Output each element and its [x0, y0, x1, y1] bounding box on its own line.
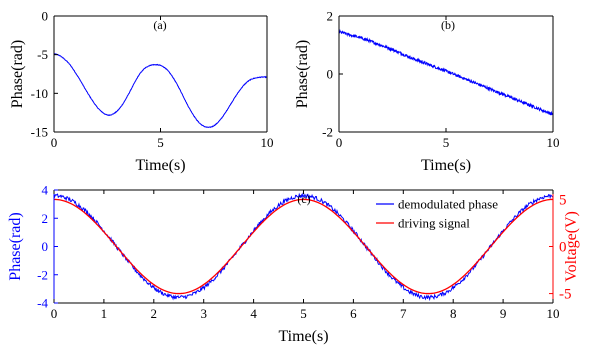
series-line-b-0: [339, 28, 553, 116]
legend-label: driving signal: [398, 216, 470, 231]
y-tick-label: -5: [37, 47, 48, 62]
panel-a: 0 5 10 0 -5 -10 -15 (a) Time(s) Phase(rad): [9, 9, 274, 175]
panel-label: (a): [153, 18, 166, 32]
x-tick-label: 0: [51, 135, 58, 150]
series-line-driving-signal: [54, 198, 553, 295]
right-y-tick-label: 0: [559, 240, 567, 256]
y-tick-label: -2: [37, 267, 48, 282]
x-tick-label: 2: [151, 306, 158, 321]
x-tick-label: 10: [547, 306, 560, 321]
y-tick-label: 0: [327, 67, 334, 82]
y-tick-label: -4: [37, 296, 48, 311]
x-tick-label: 5: [443, 135, 450, 150]
legend: demodulated phase driving signal: [376, 197, 498, 231]
right-y-axis-label: Voltage(V): [563, 211, 580, 282]
y-tick-label: 0: [42, 239, 49, 254]
x-tick-label: 9: [500, 306, 507, 321]
panel-label: (b): [441, 18, 455, 32]
x-tick-label: 0: [51, 306, 58, 321]
y-tick-label: 2: [42, 211, 49, 226]
y-axis-label: Phase(rad): [294, 40, 311, 108]
panel-c: 0 1 2 3 4 5 6 7 8 9 10 4 2 0 -2 -4 5 0 -5 (c) Time(s) Phase(r…: [7, 183, 580, 346]
x-axis-label: Time(s): [278, 328, 328, 345]
series-line-demodulated-phase: [54, 192, 553, 302]
x-tick-label: 5: [157, 135, 164, 150]
y-tick-label: -10: [31, 86, 48, 101]
x-tick-label: 8: [450, 306, 457, 321]
panel-label: (c): [297, 192, 310, 206]
y-tick-label: 2: [327, 9, 334, 24]
y-axis-label: Phase(rad): [7, 212, 24, 280]
y-axis-label: Phase(rad): [9, 40, 26, 108]
x-tick-label: 1: [101, 306, 108, 321]
y-tick-label: -15: [31, 125, 48, 140]
x-tick-label: 5: [300, 306, 307, 321]
x-tick-label: 0: [336, 135, 343, 150]
x-tick-label: 3: [200, 306, 207, 321]
x-tick-label: 10: [547, 135, 560, 150]
x-tick-label: 4: [250, 306, 257, 321]
x-tick-label: 6: [350, 306, 357, 321]
right-y-tick-label: 5: [559, 192, 567, 208]
x-axis-label: Time(s): [135, 157, 185, 174]
x-tick-label: 7: [400, 306, 407, 321]
y-tick-label: 4: [42, 183, 49, 198]
x-tick-label: 10: [261, 135, 274, 150]
y-tick-label: 0: [42, 9, 49, 24]
legend-label: demodulated phase: [398, 197, 498, 212]
series-line-a-0: [54, 53, 267, 129]
x-axis-label: Time(s): [421, 157, 471, 174]
y-tick-label: -2: [322, 125, 333, 140]
right-y-tick-label: -5: [559, 287, 572, 303]
